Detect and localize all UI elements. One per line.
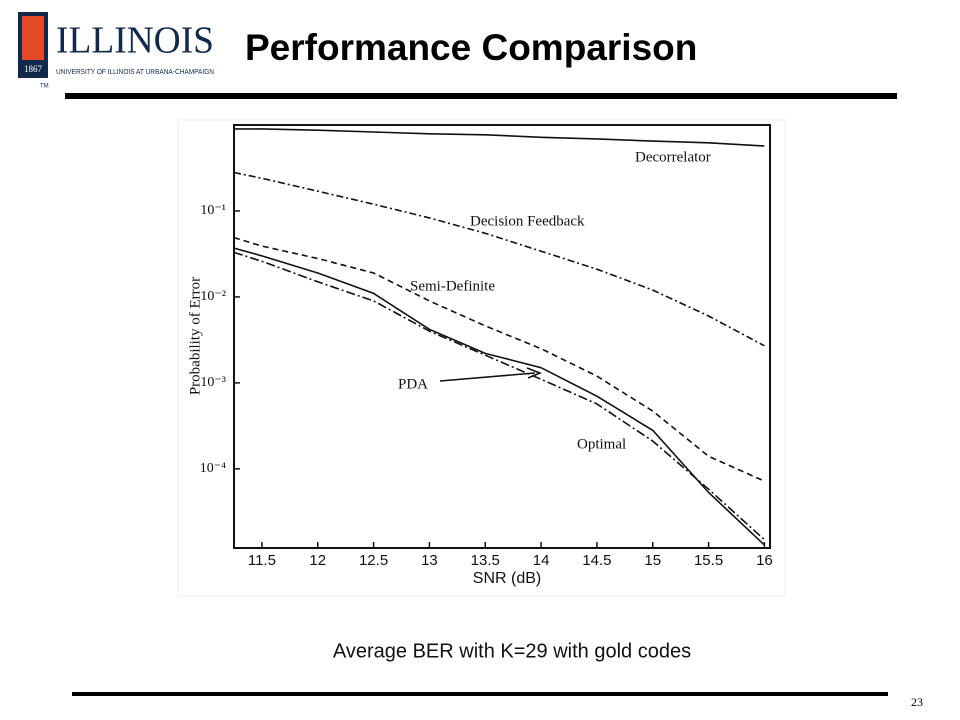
y-tick-label: 10⁻¹ — [200, 203, 226, 218]
x-tick-label: 12.5 — [359, 552, 388, 569]
x-tick-label: 14.5 — [582, 552, 611, 569]
y-tick-label: 10⁻² — [200, 289, 226, 304]
x-tick-label: 16 — [756, 552, 773, 569]
logo-emblem — [22, 16, 44, 60]
page-number: 23 — [911, 695, 923, 709]
slide-title: Performance Comparison — [245, 27, 697, 68]
x-tick-label: 15.5 — [694, 552, 723, 569]
plot-frame — [233, 124, 771, 549]
series-label: Decorrelator — [635, 149, 711, 165]
y-axis-label: Probability of Error — [187, 277, 203, 395]
series-label: PDA — [398, 376, 428, 392]
series-line — [234, 128, 765, 147]
y-tick-label: 10⁻³ — [200, 375, 226, 390]
x-tick-label: 11.5 — [248, 552, 276, 569]
footer-rule — [72, 692, 888, 696]
logo-tm: TM — [40, 84, 49, 90]
series-label: Decision Feedback — [470, 213, 585, 229]
x-tick-label: 12 — [309, 552, 326, 569]
pda-pointer — [439, 367, 543, 382]
x-tick-label: 13.5 — [471, 552, 500, 569]
series-line — [233, 251, 765, 541]
series-line — [233, 236, 765, 482]
x-tick-label: 13 — [421, 552, 438, 569]
chart-frame — [177, 119, 786, 597]
logo-subtitle: UNIVERSITY OF ILLINOIS AT URBANA-CHAMPAI… — [56, 69, 214, 76]
x-axis-label: SNR (dB) — [473, 570, 541, 587]
series-line — [233, 171, 765, 347]
series-label: Semi-Definite — [410, 278, 495, 294]
x-tick-label: 14 — [533, 552, 550, 569]
logo-name: ILLINOIS — [56, 20, 214, 62]
logo-year: 1867 — [24, 64, 43, 74]
series-label: Optimal — [577, 436, 626, 452]
y-tick-label: 10⁻⁴ — [200, 461, 226, 476]
x-tick-label: 15 — [644, 552, 661, 569]
series-line — [233, 247, 765, 546]
caption: Average BER with K=29 with gold codes — [333, 640, 691, 662]
title-rule — [65, 93, 897, 99]
